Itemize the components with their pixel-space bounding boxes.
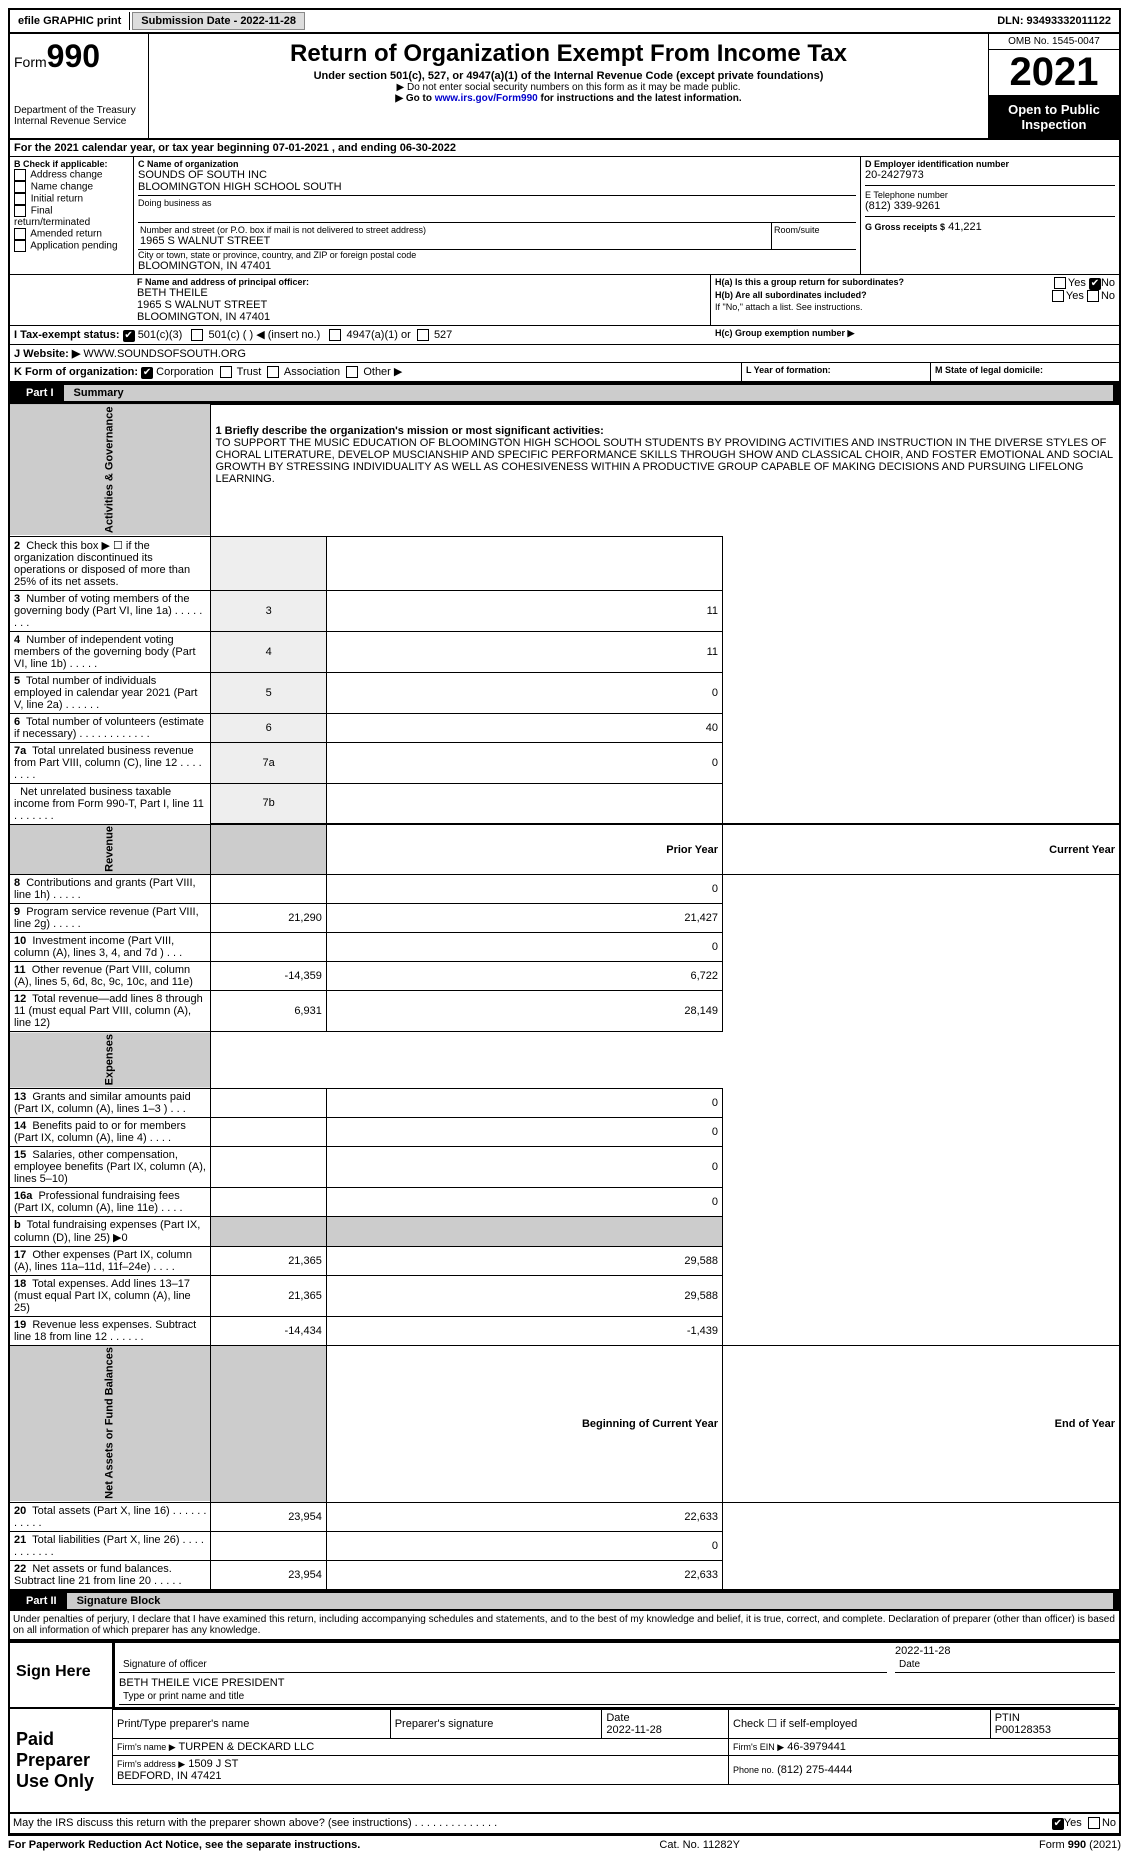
org-address: 1965 S WALNUT STREET [140,235,769,247]
tax-status-row: I Tax-exempt status: ✔ 501(c)(3) 501(c) … [8,326,1121,345]
checkbox-option[interactable]: Amended return [14,228,129,240]
officer-printed-name: BETH THEILE VICE PRESIDENT [119,1677,1115,1689]
officer-group-row: F Name and address of principal officer:… [8,275,1121,326]
checkbox-option[interactable]: Name change [14,181,129,193]
side-expenses: Expenses [9,1032,211,1088]
period-row: For the 2021 calendar year, or tax year … [8,140,1121,157]
discuss-row: May the IRS discuss this return with the… [8,1814,1121,1835]
org-name2: BLOOMINGTON HIGH SCHOOL SOUTH [138,181,856,193]
box-b: B Check if applicable: Address change Na… [10,157,134,274]
top-bar: efile GRAPHIC print Submission Date - 20… [8,8,1121,34]
side-governance: Activities & Governance [9,404,211,536]
box-deg: D Employer identification number 20-2427… [861,157,1119,274]
footer: For Paperwork Reduction Act Notice, see … [8,1835,1121,1851]
paid-preparer-block: Paid Preparer Use Only Print/Type prepar… [8,1709,1121,1814]
penalty-text: Under penalties of perjury, I declare th… [8,1611,1121,1641]
checkbox-option[interactable]: Initial return [14,193,129,205]
part1-table: Activities & Governance 1 Briefly descri… [8,403,1121,1591]
part1-header: Part ISummary [8,383,1121,403]
org-city: BLOOMINGTON, IN 47401 [138,260,856,272]
goto-note: ▶ Go to www.irs.gov/Form990 for instruct… [153,93,984,104]
box-c: C Name of organization SOUNDS OF SOUTH I… [134,157,861,274]
side-netassets: Net Assets or Fund Balances [9,1345,211,1502]
form-number: Form990 [14,38,144,75]
mission-text: TO SUPPORT THE MUSIC EDUCATION OF BLOOMI… [215,437,1115,485]
officer-name: BETH THEILE [137,287,706,299]
ssn-note: ▶ Do not enter social security numbers o… [153,82,984,93]
website: WWW.SOUNDSOFSOUTH.ORG [83,348,246,360]
form-subtitle: Under section 501(c), 527, or 4947(a)(1)… [153,70,984,82]
side-revenue: Revenue [9,824,211,875]
tax-year: 2021 [989,50,1119,96]
form-header: Form990 Department of the Treasury Inter… [8,34,1121,140]
dept-label: Department of the Treasury [14,105,144,116]
dln: DLN: 93493332011122 [989,12,1119,30]
org-info-row: B Check if applicable: Address change Na… [8,157,1121,275]
form-title: Return of Organization Exempt From Incom… [153,40,984,68]
part2-header: Part IISignature Block [8,1591,1121,1611]
omb-number: OMB No. 1545-0047 [989,34,1119,50]
irs-link[interactable]: www.irs.gov/Form990 [435,93,538,104]
open-public: Open to Public Inspection [989,96,1119,138]
phone: (812) 339-9261 [865,200,1115,212]
website-row: J Website: ▶ WWW.SOUNDSOFSOUTH.ORG [8,345,1121,363]
org-name: SOUNDS OF SOUTH INC [138,169,856,181]
gross-receipts: 41,221 [948,221,982,233]
checkbox-option[interactable]: Final return/terminated [14,205,129,228]
submission-date-button[interactable]: Submission Date - 2022-11-28 [132,12,305,30]
sign-here-block: Sign Here Signature of officer 2022-11-2… [8,1641,1121,1709]
efile-label: efile GRAPHIC print [10,12,130,30]
checkbox-option[interactable]: Address change [14,169,129,181]
irs-label: Internal Revenue Service [14,116,144,127]
period-text: For the 2021 calendar year, or tax year … [10,140,1119,156]
klm-row: K Form of organization: ✔ Corporation Tr… [8,363,1121,383]
checkbox-option[interactable]: Application pending [14,240,129,252]
ein: 20-2427973 [865,169,1115,181]
